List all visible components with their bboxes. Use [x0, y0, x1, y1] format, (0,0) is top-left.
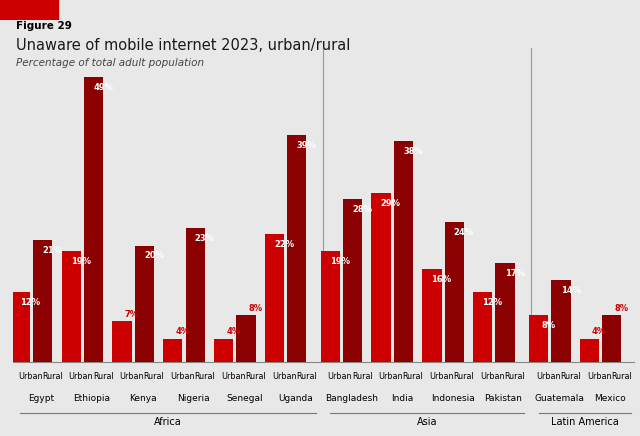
Bar [0, 0, 58, 20]
Bar [135, 245, 154, 362]
Bar [394, 141, 413, 362]
Bar [371, 193, 391, 362]
Bar [236, 315, 255, 362]
Text: 12%: 12% [483, 298, 502, 307]
Text: Urban: Urban [328, 372, 352, 382]
Text: 22%: 22% [274, 240, 294, 249]
Text: Uganda: Uganda [278, 394, 312, 403]
Text: Nigeria: Nigeria [177, 394, 210, 403]
Text: Rural: Rural [454, 372, 474, 382]
Text: Urban: Urban [480, 372, 504, 382]
Text: Urban: Urban [272, 372, 296, 382]
Bar [473, 292, 492, 362]
Text: 4%: 4% [226, 327, 241, 336]
Bar [321, 252, 340, 362]
Text: Rural: Rural [195, 372, 215, 382]
Bar [163, 339, 182, 362]
Text: 21%: 21% [42, 245, 63, 255]
Bar [186, 228, 205, 362]
Bar [287, 135, 307, 362]
Text: Rural: Rural [42, 372, 63, 382]
Bar [529, 315, 548, 362]
Text: Urban: Urban [221, 372, 246, 382]
Text: Rural: Rural [611, 372, 632, 382]
Bar [445, 222, 464, 362]
Text: Asia: Asia [417, 417, 438, 427]
Text: 4%: 4% [592, 327, 606, 336]
Bar [495, 263, 515, 362]
Text: India: India [391, 394, 413, 403]
Text: Rural: Rural [245, 372, 266, 382]
Text: 39%: 39% [296, 141, 316, 150]
Text: Rural: Rural [560, 372, 581, 382]
Text: Urban: Urban [120, 372, 144, 382]
Text: Urban: Urban [536, 372, 561, 382]
Text: Egypt: Egypt [28, 394, 54, 403]
Text: Guatemala: Guatemala [534, 394, 584, 403]
Bar [265, 234, 284, 362]
Text: Urban: Urban [429, 372, 454, 382]
Text: Kenya: Kenya [129, 394, 157, 403]
Text: Urban: Urban [587, 372, 611, 382]
Text: Urban: Urban [18, 372, 42, 382]
Text: Bangladesh: Bangladesh [324, 394, 378, 403]
Text: 14%: 14% [561, 286, 580, 295]
Text: Urban: Urban [68, 372, 93, 382]
Text: 7%: 7% [125, 310, 139, 319]
Text: Indonesia: Indonesia [431, 394, 475, 403]
Text: 19%: 19% [330, 257, 350, 266]
Text: 49%: 49% [93, 83, 113, 92]
Bar [580, 339, 599, 362]
Text: Rural: Rural [504, 372, 525, 382]
Text: Urban: Urban [378, 372, 403, 382]
Text: Rural: Rural [143, 372, 164, 382]
Text: Rural: Rural [403, 372, 424, 382]
Text: 38%: 38% [403, 147, 423, 156]
Text: 4%: 4% [175, 327, 189, 336]
Text: 16%: 16% [431, 275, 452, 284]
Bar [551, 280, 571, 362]
Text: Senegal: Senegal [226, 394, 263, 403]
Bar [84, 77, 103, 362]
Text: 8%: 8% [248, 304, 262, 313]
Text: Percentage of total adult population: Percentage of total adult population [16, 58, 204, 68]
Text: Rural: Rural [352, 372, 372, 382]
Bar [214, 339, 234, 362]
Text: 8%: 8% [614, 304, 628, 313]
Bar [61, 252, 81, 362]
Text: 28%: 28% [352, 205, 372, 214]
Text: Rural: Rural [93, 372, 114, 382]
Bar [343, 199, 362, 362]
Text: Africa: Africa [154, 417, 182, 427]
Text: 20%: 20% [144, 252, 164, 260]
Text: Ethiopia: Ethiopia [74, 394, 111, 403]
Text: Pakistan: Pakistan [484, 394, 522, 403]
Text: 8%: 8% [541, 321, 556, 330]
Bar [602, 315, 621, 362]
Text: Unaware of mobile internet 2023, urban/rural: Unaware of mobile internet 2023, urban/r… [16, 38, 350, 53]
Text: 24%: 24% [454, 228, 474, 237]
Bar [113, 321, 132, 362]
Bar [11, 292, 30, 362]
Text: 29%: 29% [381, 199, 401, 208]
Text: Urban: Urban [170, 372, 195, 382]
Text: 23%: 23% [195, 234, 215, 243]
Text: 19%: 19% [71, 257, 91, 266]
Bar [422, 269, 442, 362]
Bar [33, 240, 52, 362]
Text: 17%: 17% [505, 269, 525, 278]
Text: 12%: 12% [20, 298, 40, 307]
Text: Rural: Rural [296, 372, 317, 382]
Text: Mexico: Mexico [595, 394, 626, 403]
Text: Latin America: Latin America [551, 417, 619, 427]
Text: Figure 29: Figure 29 [16, 21, 72, 31]
